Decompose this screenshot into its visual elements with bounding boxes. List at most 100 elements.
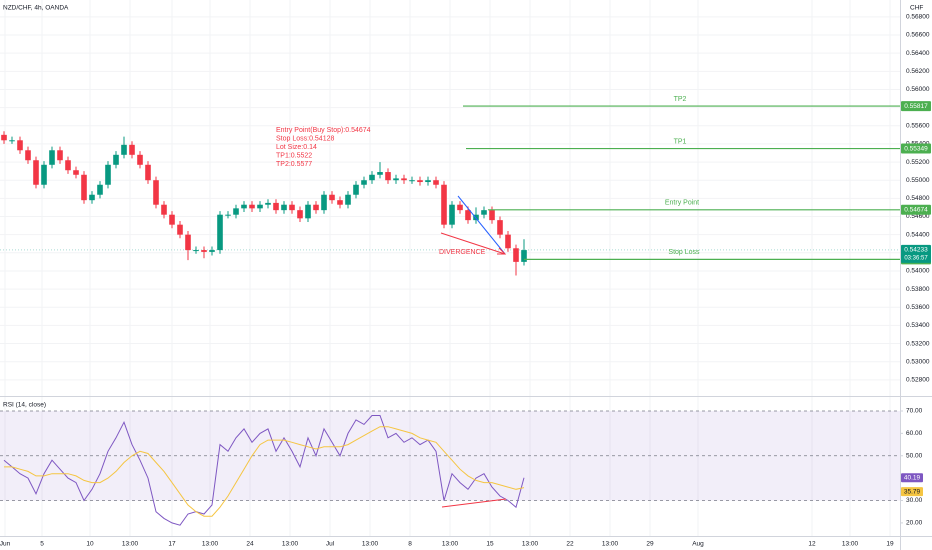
y-tick-label: 0.56600 xyxy=(906,32,930,39)
y-tick-label: 0.56800 xyxy=(906,14,930,21)
y-tick-label: 0.53600 xyxy=(906,304,930,311)
candle-body xyxy=(401,178,407,181)
candle-body xyxy=(249,204,255,209)
candle-body xyxy=(129,144,135,155)
x-tick-label: 13:00 xyxy=(842,541,859,548)
candle-body xyxy=(9,140,15,142)
candle-body xyxy=(521,250,527,262)
x-tick-label: 13:00 xyxy=(522,541,539,548)
candle-body xyxy=(81,174,87,201)
candle-body xyxy=(433,180,439,185)
candle-body xyxy=(97,184,103,195)
candle-body xyxy=(289,204,295,211)
x-tick-label: 19 xyxy=(886,541,894,548)
y-tick-label: 50.00 xyxy=(906,452,923,459)
candle-body xyxy=(241,204,247,209)
level-price-box xyxy=(901,143,931,154)
candle-body xyxy=(457,204,463,211)
candle-body xyxy=(377,172,383,175)
note-line: Lot Size:0.14 xyxy=(276,144,317,151)
overlay: Jun 5 10 13:00 17 13:00 24 13:00 Jul 13:00 8 13:00 1… xyxy=(0,14,931,548)
candle-body xyxy=(369,174,375,181)
candle-body xyxy=(305,204,311,219)
candle-body xyxy=(49,150,55,165)
candle-body xyxy=(153,180,159,205)
candle-body xyxy=(233,208,239,215)
candle-body xyxy=(313,204,319,211)
x-tick-label: 15 xyxy=(486,541,494,548)
candle-body xyxy=(465,210,471,221)
candle-body xyxy=(265,202,271,205)
candle-body xyxy=(145,164,151,181)
candle-body xyxy=(273,202,279,211)
candle-body xyxy=(137,154,143,165)
y-tick-label: 0.56400 xyxy=(906,50,930,57)
candle-body xyxy=(105,164,111,185)
y-tick-label: 0.53800 xyxy=(906,286,930,293)
value-box xyxy=(901,473,923,483)
candle-body xyxy=(257,204,263,209)
level-price-box xyxy=(901,101,931,112)
candle-body xyxy=(25,150,31,161)
level-name: TP1 xyxy=(674,138,687,145)
x-tick-label: 12 xyxy=(808,541,816,548)
y-tick-label: 0.53400 xyxy=(906,322,930,329)
countdown: 03:36:57 xyxy=(904,255,928,261)
note: Entry Point(Buy Stop):0.54674 Stop Loss:… xyxy=(276,127,371,168)
candle-body xyxy=(73,170,79,175)
underlay xyxy=(0,0,903,536)
candle-body xyxy=(497,220,503,235)
candle-body xyxy=(513,248,519,262)
candle-body xyxy=(113,154,119,165)
y-tick-label: 0.55200 xyxy=(906,159,930,166)
candle-body xyxy=(385,172,391,181)
candle-body xyxy=(393,178,399,181)
note-line: TP1:0.5522 xyxy=(276,152,312,159)
note-line: Entry Point(Buy Stop):0.54674 xyxy=(276,127,371,134)
candle-body xyxy=(329,194,335,201)
y-tick-label: 20.00 xyxy=(906,520,923,527)
rsi-title: RSI (14, close) xyxy=(3,402,46,409)
level-price-box xyxy=(901,204,931,215)
candle-body xyxy=(425,180,431,183)
candle-body xyxy=(217,214,223,251)
value-label: 40.19 xyxy=(904,474,921,481)
candle-body xyxy=(361,180,367,185)
candle-body xyxy=(1,134,7,141)
candle-body xyxy=(449,204,455,225)
value-label: 35.79 xyxy=(904,488,921,495)
candle-body xyxy=(121,144,127,155)
level-price-label: 0.54674 xyxy=(904,207,928,214)
candle-body xyxy=(169,214,175,225)
note-line: Stop Loss:0.54128 xyxy=(276,135,334,142)
x-tick-label: 5 xyxy=(40,541,44,548)
candle-body xyxy=(33,160,39,185)
candle-body xyxy=(473,214,479,221)
trend-line xyxy=(457,195,506,255)
candle-body xyxy=(201,250,207,252)
y-tick-label: 0.52800 xyxy=(906,377,930,384)
level-name: Stop Loss xyxy=(668,249,700,256)
rsi-line xyxy=(4,426,525,517)
x-tick-label: Aug xyxy=(692,541,704,548)
y-tick-label: 0.55000 xyxy=(906,177,930,184)
level-name: TP2 xyxy=(674,96,687,103)
y-tick-label: 0.54800 xyxy=(906,195,930,202)
y-tick-label: 0.53000 xyxy=(906,358,930,365)
candle-body xyxy=(193,250,199,252)
x-tick-label: 13:00 xyxy=(122,541,139,548)
y-tick-label: 60.00 xyxy=(906,430,923,437)
candle-body xyxy=(353,184,359,195)
candle-body xyxy=(57,150,63,161)
x-tick-label: 24 xyxy=(246,541,254,548)
x-tick-label: 10 xyxy=(86,541,94,548)
x-tick-label: 29 xyxy=(646,541,654,548)
x-tick-label: 13:00 xyxy=(282,541,299,548)
candle-body xyxy=(281,204,287,211)
x-tick-label: 17 xyxy=(168,541,176,548)
candle-body xyxy=(161,204,167,215)
y-tick-label: 0.54400 xyxy=(906,231,930,238)
candle-body xyxy=(65,160,71,171)
candle-body xyxy=(89,194,95,201)
